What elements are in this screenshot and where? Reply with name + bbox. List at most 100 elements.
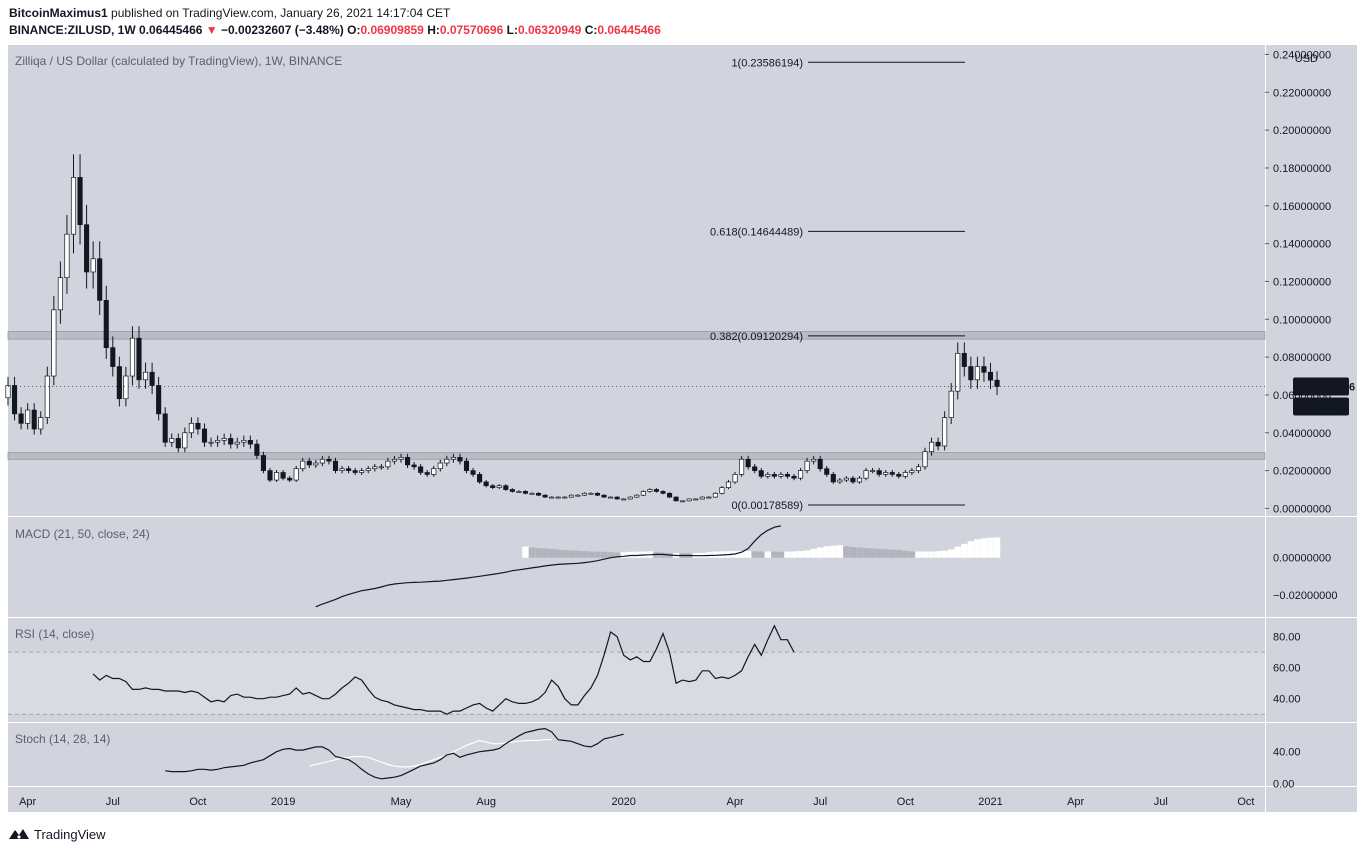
candle-body (496, 485, 502, 488)
macd-hist-bar (934, 551, 942, 558)
horizontal-zone (7, 331, 1266, 340)
macd-hist-bar (902, 550, 909, 558)
stoch-tick-label: 40.00 (1273, 747, 1301, 759)
candle-body (110, 347, 116, 367)
macd-hist-bar (961, 543, 968, 558)
macd-hist-bar (862, 548, 870, 558)
candle-body (915, 466, 922, 471)
macd-hist-bar (613, 552, 621, 558)
macd-hist-bar (803, 550, 811, 558)
open-value: 0.06909859 (360, 23, 424, 37)
published-text: published on TradingView.com, January 26… (111, 6, 451, 20)
macd-hist-bar (600, 551, 608, 558)
candle-body (542, 494, 548, 498)
candle-body (51, 309, 57, 377)
candle-body (57, 277, 63, 311)
candle-body (221, 438, 227, 441)
macd-hist-bar (627, 551, 634, 558)
candle-body (339, 468, 345, 471)
candle-body (928, 441, 935, 453)
last-price-tag-text: 0.06445466 (1297, 382, 1355, 394)
candle-body (267, 470, 273, 481)
candle-body (319, 458, 325, 464)
candle-body (883, 472, 889, 475)
macd-hist-bar (915, 551, 922, 558)
candle-body (25, 409, 31, 424)
price-tick-label: 0.22000000 (1273, 87, 1331, 99)
candle-body (129, 337, 136, 377)
macd-hist-bar (875, 548, 883, 558)
rsi-tick-label: 80.00 (1273, 632, 1301, 644)
last-price: 0.06445466 (139, 23, 203, 37)
candle-body (352, 470, 358, 473)
low-value: 0.06320949 (517, 23, 582, 37)
macd-hist-bar (587, 551, 595, 558)
author-name[interactable]: BitcoinMaximus1 (9, 6, 108, 20)
fib-level-label: 0.382(0.09120294) (710, 331, 803, 343)
macd-hist-bar (993, 537, 1001, 558)
macd-hist-bar (777, 551, 785, 558)
candle-body (896, 474, 902, 477)
candle-body (522, 491, 529, 494)
macd-hist-bar (528, 547, 536, 558)
candle-body (398, 457, 404, 460)
price-tick-label: 0.14000000 (1273, 239, 1331, 251)
candle-body (228, 438, 234, 445)
candle-body (955, 352, 961, 392)
candle-body (136, 337, 142, 381)
macd-hist-bar (659, 552, 667, 558)
macd-hist-bar (869, 548, 876, 558)
tradingview-branding[interactable]: TradingView (8, 824, 106, 844)
candle-body (529, 492, 535, 495)
candle-body (103, 300, 109, 349)
candle-body (974, 366, 980, 381)
candle-body (326, 458, 332, 462)
macd-hist-bar (548, 548, 555, 558)
rsi-tick-label: 60.00 (1273, 663, 1301, 675)
macd-hist-bar (790, 551, 798, 558)
candle-body (274, 472, 280, 481)
candle-body (123, 375, 129, 400)
symbol-info-line: BINANCE:ZILUSD, 1W 0.06445466 ▼ −0.00232… (9, 23, 661, 37)
candle-body (581, 492, 587, 496)
time-tick-label: Apr (19, 796, 36, 808)
candle-body (31, 409, 37, 430)
time-tick-label: 2020 (611, 796, 635, 808)
candle-body (942, 417, 948, 447)
candle-body (601, 494, 607, 498)
time-tick-label: Oct (897, 796, 914, 808)
candle-body (116, 366, 122, 400)
candle-body (653, 489, 660, 492)
candle-body (437, 462, 443, 470)
price-tick-label: 0.04000000 (1273, 428, 1331, 440)
candle-body (784, 474, 791, 477)
macd-hist-bar (980, 538, 988, 558)
macd-hist-bar (974, 539, 981, 558)
macd-hist-bar (967, 541, 975, 558)
candle-body (424, 472, 430, 475)
candle-body (162, 413, 168, 443)
candle-body (948, 390, 954, 418)
candle-body (234, 441, 240, 445)
candle-body (306, 460, 312, 466)
last-price-tag (1293, 377, 1349, 396)
macd-line (315, 525, 782, 608)
candle-body (739, 458, 745, 475)
candle-body (922, 451, 928, 468)
fib-level-label: 1(0.23586194) (731, 57, 803, 69)
candle-body (457, 457, 463, 462)
tradingview-brand: TradingView (34, 826, 106, 842)
candle-body (666, 492, 673, 498)
candle-body (693, 498, 699, 501)
candle-body (555, 496, 561, 499)
candle-body (490, 485, 496, 488)
candle-body (391, 458, 398, 462)
time-tick-label: Jul (813, 796, 827, 808)
candle-body (280, 472, 286, 479)
price-tick-label: 0.24000000 (1273, 49, 1331, 61)
candle-body (365, 468, 371, 471)
macd-hist-bar (758, 551, 765, 558)
candle-body (588, 492, 594, 495)
macd-hist-bar (921, 551, 929, 558)
